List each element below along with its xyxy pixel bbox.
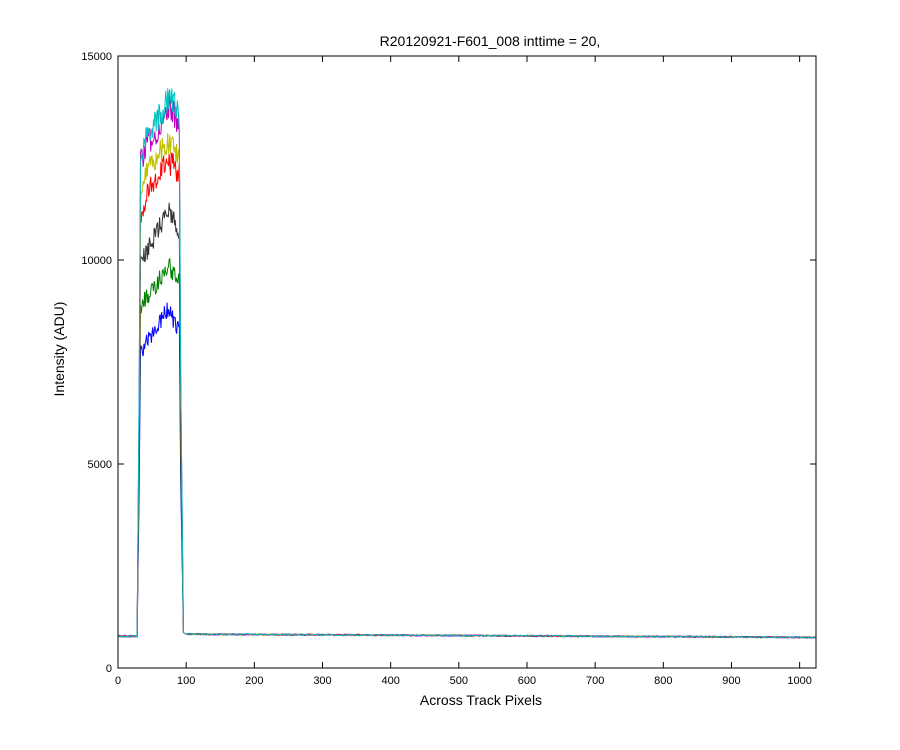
series-line-7 xyxy=(117,88,817,639)
series-layer xyxy=(117,88,817,639)
x-tick-label: 100 xyxy=(177,675,195,687)
y-tick-label: 10000 xyxy=(81,255,112,267)
x-tick-label: 200 xyxy=(245,675,263,687)
tick-layer: 0 100 200 300 400 500 600 700 800 900 100005000100… xyxy=(81,51,816,687)
plot-frame xyxy=(117,55,817,669)
x-tick-label: 400 xyxy=(381,675,399,687)
x-tick-label: 500 xyxy=(450,675,468,687)
x-tick-label: 300 xyxy=(313,675,331,687)
y-tick-label: 5000 xyxy=(88,459,112,471)
x-tick-label: 900 xyxy=(722,675,740,687)
x-tick-label: 1000 xyxy=(787,675,811,687)
y-tick-label: 0 xyxy=(106,663,112,675)
x-tick-label: 0 xyxy=(115,675,121,687)
x-tick-label: 600 xyxy=(518,675,536,687)
chart-title: R20120921-F601_008 inttime = 20, xyxy=(380,33,601,49)
x-tick-label: 800 xyxy=(654,675,672,687)
x-axis-label: Across Track Pixels xyxy=(420,692,542,708)
y-axis-label: Intensity (ADU) xyxy=(51,302,67,397)
x-tick-label: 700 xyxy=(586,675,604,687)
y-tick-label: 15000 xyxy=(81,51,112,63)
